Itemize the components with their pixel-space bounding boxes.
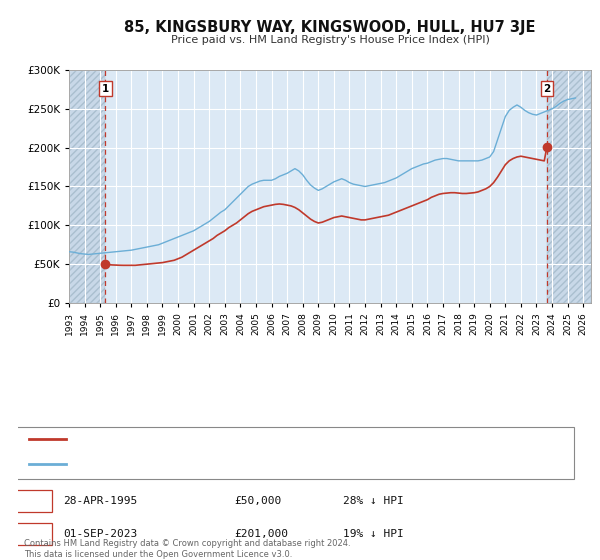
Text: Price paid vs. HM Land Registry's House Price Index (HPI): Price paid vs. HM Land Registry's House … — [170, 35, 490, 45]
Text: 01-SEP-2023: 01-SEP-2023 — [64, 529, 138, 539]
Text: 2: 2 — [543, 83, 551, 94]
Text: 19% ↓ HPI: 19% ↓ HPI — [343, 529, 404, 539]
Bar — [69, 70, 106, 303]
Bar — [547, 70, 591, 303]
Text: 1: 1 — [101, 83, 109, 94]
Text: 28-APR-1995: 28-APR-1995 — [64, 496, 138, 506]
FancyBboxPatch shape — [15, 523, 52, 544]
FancyBboxPatch shape — [15, 490, 52, 512]
FancyBboxPatch shape — [15, 427, 574, 479]
Text: 85, KINGSBURY WAY, KINGSWOOD, HULL, HU7 3JE: 85, KINGSBURY WAY, KINGSWOOD, HULL, HU7 … — [124, 20, 536, 35]
Text: £201,000: £201,000 — [235, 529, 289, 539]
Text: 2: 2 — [29, 529, 37, 539]
Text: £50,000: £50,000 — [235, 496, 282, 506]
Text: HPI: Average price, detached house, City of Kingston upon Hull: HPI: Average price, detached house, City… — [75, 459, 383, 469]
Text: 85, KINGSBURY WAY, KINGSWOOD, HULL, HU7 3JE (detached house): 85, KINGSBURY WAY, KINGSWOOD, HULL, HU7 … — [75, 434, 409, 444]
Text: 28% ↓ HPI: 28% ↓ HPI — [343, 496, 404, 506]
Text: 1: 1 — [29, 496, 37, 506]
Text: Contains HM Land Registry data © Crown copyright and database right 2024.
This d: Contains HM Land Registry data © Crown c… — [24, 539, 350, 559]
